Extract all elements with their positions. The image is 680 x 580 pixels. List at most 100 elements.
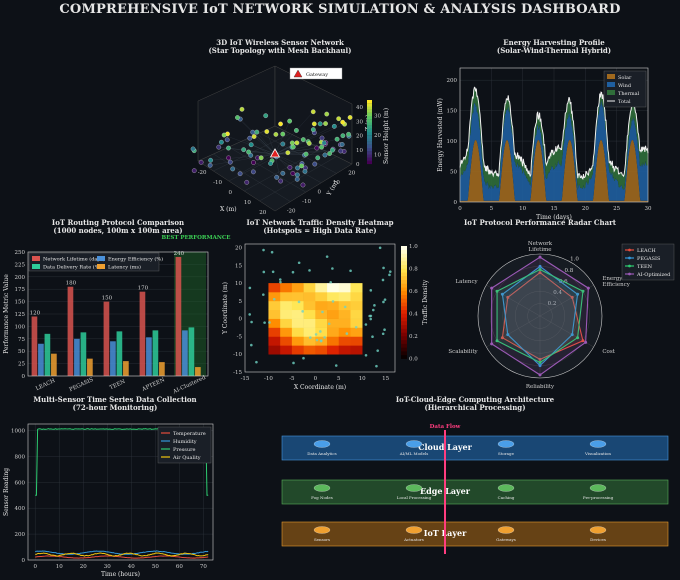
bar-value-label: 120 — [30, 310, 41, 316]
y-tick-label: 5 — [239, 299, 243, 305]
sensor-point — [262, 270, 266, 274]
heat-cell — [268, 345, 281, 355]
y-tick-label: 175 — [15, 287, 26, 293]
bar — [51, 353, 57, 376]
best-annotation: BEST PERFORMANCE — [162, 235, 231, 241]
sensor-node — [258, 155, 264, 161]
sensor-point — [329, 280, 332, 284]
x-axis-label: Time (days) — [536, 214, 572, 221]
heat-cell — [303, 300, 316, 311]
heat-cell — [268, 318, 281, 328]
legend-swatch — [97, 264, 105, 269]
sensor-point — [309, 336, 312, 339]
y-tick-label: 400 — [15, 506, 26, 512]
legend-label: PEGASIS — [637, 256, 661, 262]
bar — [152, 330, 159, 376]
y-tick-label: 800 — [15, 454, 26, 460]
y-axis-label: Sensor Reading — [3, 468, 10, 516]
sensor-point — [382, 300, 385, 304]
radar-point — [495, 289, 499, 293]
colorbar-segment — [367, 109, 372, 113]
x-tick-label: -10 — [213, 180, 222, 186]
y-tick-label: 125 — [15, 312, 26, 318]
sensor-node — [224, 137, 230, 143]
component-label: Data Analytics — [307, 451, 336, 456]
component-label: Visualization — [584, 451, 611, 456]
radar-r-tick: 0.4 — [553, 290, 562, 296]
legend-label: Wind — [618, 83, 632, 89]
y-tick-label: 1000 — [11, 428, 25, 434]
heat-cell — [338, 345, 351, 355]
x-tick-label: 20 — [80, 564, 87, 570]
plot-frame — [27, 423, 214, 561]
x-tick-label: APTEEN — [140, 377, 166, 393]
sensor-node — [274, 174, 280, 180]
colorbar-segment — [401, 317, 407, 322]
sensor-point — [369, 289, 373, 292]
legend-marker — [628, 264, 631, 268]
heat-cell — [350, 345, 363, 355]
component-label: AI/ML Models — [399, 451, 429, 456]
radar-axis-label: Latency — [456, 279, 479, 285]
sensor-node — [289, 140, 295, 146]
colorbar-label: Sensor Height (m) — [383, 108, 390, 164]
colorbar-tick: 10 — [374, 152, 381, 158]
colorbar-segment — [401, 347, 407, 352]
radar-spoke — [486, 315, 541, 348]
sensor-node — [319, 144, 324, 150]
floor-grid-line — [213, 153, 291, 202]
floor-grid-line — [259, 132, 337, 174]
y-tick-label: 150 — [447, 109, 458, 115]
component-node — [497, 526, 515, 534]
heat-cell — [268, 292, 281, 302]
heat-cell — [280, 283, 293, 293]
sensor-node — [268, 161, 273, 166]
heat-cell — [338, 327, 351, 337]
sensor-point — [376, 349, 380, 352]
right-pane — [274, 65, 353, 165]
radar-point — [538, 361, 542, 364]
legend-label: Latency (ms) — [108, 264, 141, 271]
heat-cell — [327, 283, 340, 293]
component-node — [313, 440, 331, 448]
colorbar-segment — [401, 253, 407, 258]
x-tick-label: 15 — [382, 376, 389, 382]
component-label: Storage — [498, 451, 515, 456]
y-tick-label: 20 — [235, 246, 242, 252]
sensor-node — [323, 121, 328, 126]
bar — [80, 332, 87, 376]
legend-label: AI-Optimized — [636, 272, 671, 278]
heat-cell — [303, 336, 316, 346]
sensor-node — [251, 169, 256, 175]
sensor-node — [287, 118, 292, 124]
legend-label: Air Quality — [172, 455, 201, 461]
sensor-node — [311, 121, 317, 127]
x-tick-label: 10 — [519, 206, 526, 212]
heat-cell — [327, 327, 340, 337]
heat-cell — [303, 309, 316, 319]
sensor-node — [330, 147, 335, 153]
heat-cell — [327, 309, 340, 319]
bar — [87, 358, 93, 376]
radar-point — [506, 333, 510, 337]
colorbar-segment — [401, 336, 407, 341]
colorbar-segment — [401, 324, 407, 329]
sensor-node — [237, 171, 243, 177]
chart-subtitle: (Hotspots = High Data Rate) — [263, 226, 376, 235]
sensor-node — [287, 165, 293, 170]
x-tick-label: 10 — [56, 564, 63, 570]
component-label: Fog Nodes — [311, 495, 333, 500]
sensor-node — [248, 152, 254, 158]
x-tick-label: -5 — [289, 376, 295, 382]
radar-point — [584, 340, 588, 344]
sensor-node — [226, 145, 231, 151]
y-tick-label: -20 — [287, 208, 296, 214]
legend-label: Data Delivery Rate (%) — [43, 264, 101, 271]
x-axis-label: Time (hours) — [101, 571, 140, 578]
sensor-point — [250, 343, 253, 347]
sensor-node — [251, 160, 256, 165]
heat-cell — [338, 336, 351, 346]
component-node — [313, 484, 331, 492]
legend-marker — [628, 256, 631, 260]
sensor-point — [388, 270, 392, 273]
